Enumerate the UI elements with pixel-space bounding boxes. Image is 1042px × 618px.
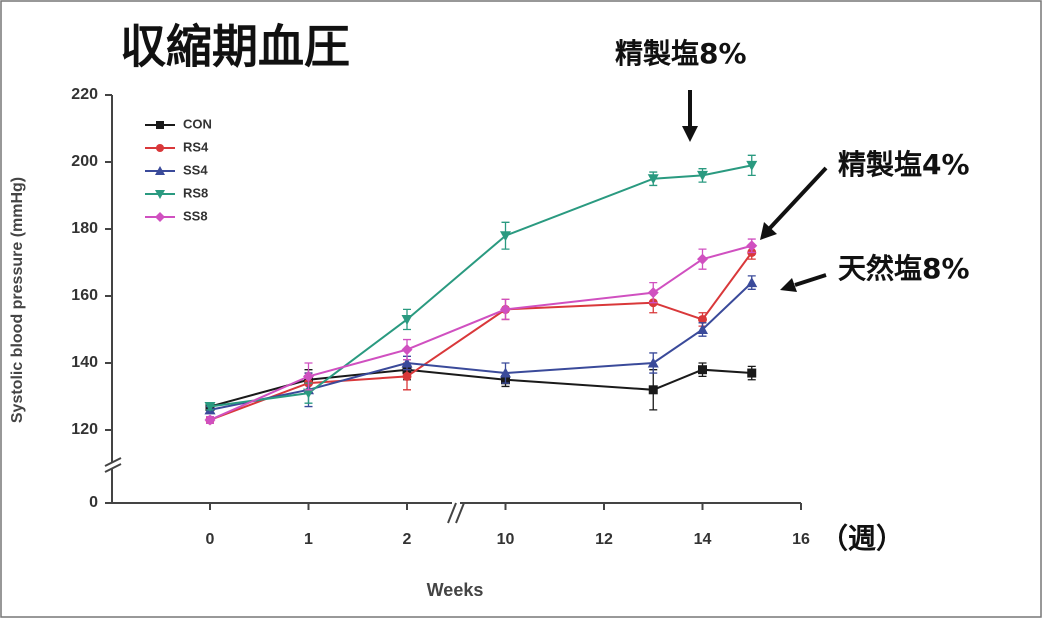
marker (746, 277, 758, 288)
marker (401, 314, 413, 325)
x-tick-label: 0 (206, 531, 215, 548)
x-tick-label: 10 (497, 531, 515, 548)
marker (697, 324, 708, 334)
marker (648, 385, 658, 395)
legend-label: SS4 (183, 162, 208, 177)
marker (647, 357, 659, 368)
y-tick-label: 140 (71, 354, 98, 371)
marker (500, 231, 511, 242)
y-tick-label: 220 (71, 86, 98, 103)
y-tick-label: 120 (71, 421, 98, 438)
annotation: 精製塩8% (615, 37, 747, 70)
annotation: 天然塩8% (838, 252, 970, 285)
marker (500, 367, 511, 378)
arrows (682, 90, 828, 292)
x-tick-label: 12 (595, 531, 613, 548)
x-tick-label: 1 (304, 531, 313, 548)
legend-label: RS4 (183, 139, 209, 154)
marker (401, 344, 413, 356)
legend-marker (155, 166, 165, 175)
legend-label: RS8 (183, 185, 208, 200)
legend-marker (156, 121, 164, 129)
marker (303, 388, 314, 399)
marker (698, 314, 707, 324)
legend-marker (155, 212, 165, 222)
marker (204, 402, 216, 413)
annotation: 精製塩4% (838, 148, 970, 181)
marker (647, 174, 659, 185)
marker (747, 368, 757, 378)
marker (647, 287, 659, 299)
marker (204, 414, 216, 426)
marker (746, 240, 758, 252)
y-tick-label: 160 (71, 287, 98, 304)
x-axis-label: Weeks (427, 580, 484, 600)
marker (303, 370, 314, 382)
marker (746, 160, 758, 171)
y-tick-label: 180 (71, 220, 98, 237)
marker (697, 253, 708, 265)
legend-marker (155, 190, 165, 199)
x-tick-label: 16 (792, 531, 810, 548)
legend-label: CON (183, 116, 212, 131)
y-axis-label: Systolic blood pressure (mmHg) (9, 177, 26, 423)
legend-label: SS8 (183, 208, 208, 223)
marker (500, 303, 511, 315)
marker (401, 357, 413, 368)
legend-marker (156, 144, 164, 152)
marker (698, 365, 707, 375)
x-tick-label: 14 (694, 531, 712, 548)
y-tick-label: 0 (89, 494, 98, 511)
y-tick-label: 200 (71, 153, 98, 170)
marker (697, 170, 708, 181)
x-tick-label: 2 (403, 531, 412, 548)
marker (402, 371, 412, 381)
chart-title: 収縮期血圧 (120, 20, 350, 74)
x-unit-label: （週） (820, 522, 904, 555)
